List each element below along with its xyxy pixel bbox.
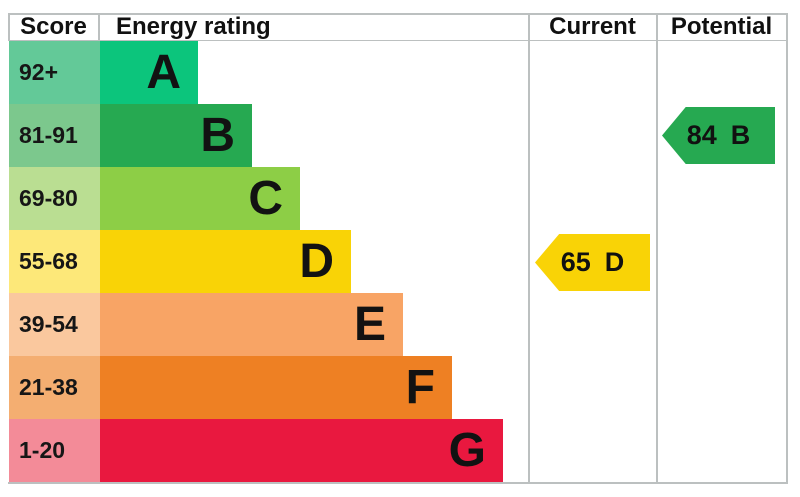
header-bottom-border [8,39,788,41]
current-rating-letter: D [604,247,625,277]
potential-rating-value: 84 [686,120,717,150]
band-rows: 92+ A 81-91 B 69-80 C 55-68 D 39-54 E 21… [9,41,787,482]
score-range: 92+ [9,41,100,104]
potential-rating-arrow: 84 B [662,107,775,164]
score-range: 21-38 [9,356,100,419]
band-bar-c: C [100,167,300,230]
current-rating-value: 65 [560,247,591,277]
band-bar-e: E [100,293,403,356]
band-bar-b: B [100,104,252,167]
header-left-border [8,13,10,41]
potential-rating-letter: B [730,120,751,150]
band-row-b: 81-91 B [9,104,787,167]
score-range: 39-54 [9,293,100,356]
band-row-e: 39-54 E [9,293,787,356]
potential-column-header: Potential [670,12,773,40]
score-range: 81-91 [9,104,100,167]
band-row-g: 1-20 G [9,419,787,482]
band-bar-g: G [100,419,503,482]
score-column-divider [98,13,100,41]
band-row-f: 21-38 F [9,356,787,419]
score-range: 69-80 [9,167,100,230]
band-row-c: 69-80 C [9,167,787,230]
table-right-border [786,13,788,484]
energy-rating-column-header: Energy rating [116,12,271,40]
potential-column-divider [656,13,658,484]
band-row-a: 92+ A [9,41,787,104]
band-bar-d: D [100,230,351,293]
band-bar-f: F [100,356,452,419]
current-column-divider [528,13,530,484]
band-bar-a: A [100,41,198,104]
table-bottom-border [8,482,788,484]
score-column-header: Score [20,12,87,40]
current-rating-arrow: 65 D [535,234,650,291]
current-column-header: Current [549,12,636,40]
band-row-d: 55-68 D [9,230,787,293]
score-range: 1-20 [9,419,100,482]
table-top-border [8,13,788,15]
score-range: 55-68 [9,230,100,293]
